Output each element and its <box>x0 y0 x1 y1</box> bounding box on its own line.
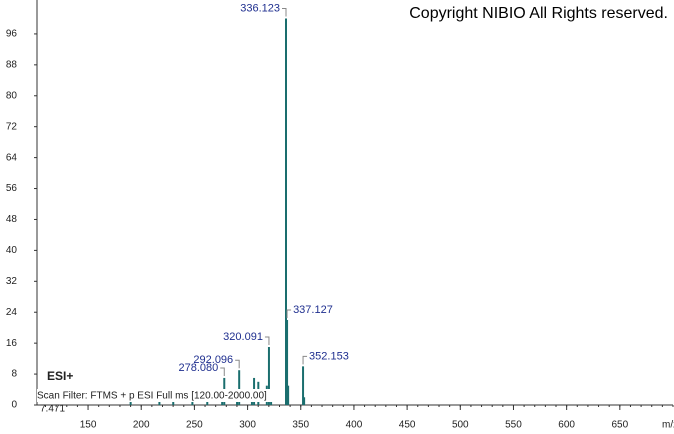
y-tick-label: 72 <box>6 121 18 132</box>
x-tick-label: 400 <box>346 420 363 431</box>
x-tick-label: 250 <box>186 420 203 431</box>
y-tick-label: 48 <box>6 214 18 225</box>
x-axis-label: m/z <box>662 420 674 431</box>
retention-time: 7.471 <box>40 404 65 415</box>
label-leader <box>282 7 287 17</box>
y-tick-label: 96 <box>6 29 18 40</box>
label-leader <box>302 355 308 365</box>
y-tick-label: 40 <box>6 245 18 256</box>
peak-label: 278.080 <box>179 362 219 374</box>
x-tick-label: 150 <box>80 420 97 431</box>
y-tick-label: 16 <box>6 338 18 349</box>
y-tick-label: 56 <box>6 183 18 194</box>
label-leader <box>235 359 240 369</box>
x-tick-label: 500 <box>452 420 469 431</box>
peak-label: 320.091 <box>223 331 263 343</box>
x-tick-label: 300 <box>239 420 256 431</box>
peak-label: 352.153 <box>309 350 349 362</box>
peak-label: 336.123 <box>240 2 280 14</box>
label-leader <box>264 336 270 346</box>
y-tick-label: 24 <box>6 307 18 318</box>
y-tick-label: 80 <box>6 90 18 101</box>
copyright: Copyright NIBIO All Rights reserved. <box>409 5 668 22</box>
x-tick-label: 600 <box>558 420 575 431</box>
y-tick-label: 88 <box>6 59 18 70</box>
x-tick-label: 650 <box>611 420 628 431</box>
x-tick-label: 350 <box>292 420 309 431</box>
label-leader <box>220 367 225 376</box>
peak-label: 337.127 <box>293 304 333 316</box>
y-tick-label: 64 <box>6 152 18 163</box>
scan-filter: Scan Filter: FTMS + p ESI Full ms [120.0… <box>37 391 267 402</box>
label-leader <box>286 309 292 318</box>
y-tick-label: 0 <box>11 400 17 411</box>
x-tick-label: 450 <box>399 420 416 431</box>
x-tick-label: 200 <box>133 420 150 431</box>
y-tick-label: 32 <box>6 276 18 287</box>
mode-label: ESI+ <box>47 369 73 383</box>
scan-bg <box>37 389 277 402</box>
x-tick-label: 550 <box>505 420 522 431</box>
y-tick-label: 8 <box>11 369 17 380</box>
peak-label: 292.096 <box>193 354 233 366</box>
